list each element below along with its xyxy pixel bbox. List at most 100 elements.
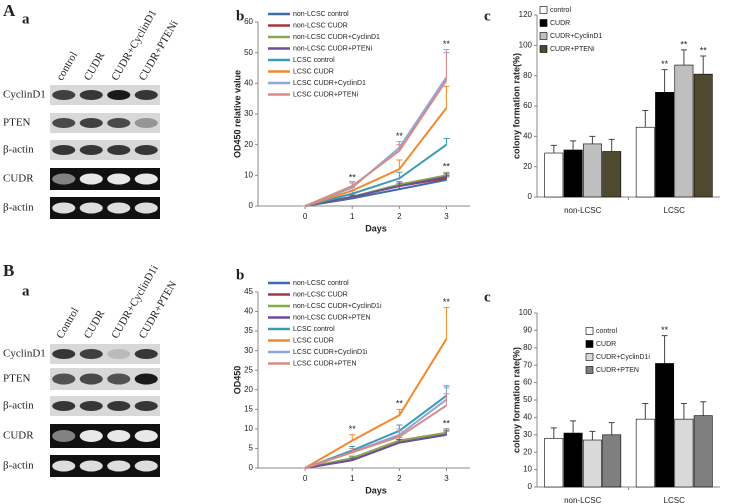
x-tick-label: LCSC xyxy=(664,206,686,215)
annotation: ** xyxy=(443,162,451,172)
y-tick-label: 60 xyxy=(523,101,532,110)
legend-label: non-LCSC CUDR xyxy=(293,291,348,298)
band xyxy=(52,349,76,359)
bar xyxy=(693,73,713,198)
y-tick-label: 20 xyxy=(244,385,253,394)
bar xyxy=(635,126,655,198)
bar xyxy=(563,432,583,488)
band xyxy=(107,118,131,128)
error-bar xyxy=(550,427,557,439)
x-tick-label: 3 xyxy=(444,474,449,483)
band xyxy=(52,373,76,385)
y-tick-label: 40 xyxy=(244,78,253,87)
band xyxy=(52,145,76,155)
legend-swatch xyxy=(585,366,594,374)
row-label: β-actin xyxy=(3,202,34,214)
bar xyxy=(582,439,602,488)
band xyxy=(79,202,103,214)
row-label: CyclinD1 xyxy=(3,89,46,101)
annotation: ** xyxy=(396,131,404,141)
x-axis-label: Days xyxy=(365,223,387,233)
bar xyxy=(544,152,564,198)
blot-strip xyxy=(50,168,160,190)
bar xyxy=(602,434,622,488)
legend-label: LCSC CUDR+PTEN xyxy=(293,360,357,367)
error-bar xyxy=(680,49,687,66)
x-tick-label: 2 xyxy=(397,212,402,221)
series-line xyxy=(304,175,447,207)
annotation: ** xyxy=(443,418,451,428)
error-bar xyxy=(349,447,356,453)
legend-label: CUDR+PTEN xyxy=(596,367,639,374)
band xyxy=(52,401,76,411)
band xyxy=(134,173,158,185)
panel-label: B xyxy=(3,261,14,280)
band xyxy=(52,90,76,100)
error-bar xyxy=(396,182,403,187)
error-bar xyxy=(550,144,557,154)
y-tick-label: 0 xyxy=(528,192,533,201)
band xyxy=(79,349,103,359)
y-tick-label: 50 xyxy=(523,395,532,404)
y-tick-label: 90 xyxy=(523,326,532,335)
y-tick-label: 25 xyxy=(244,365,253,374)
y-tick-label: 45 xyxy=(244,287,253,296)
error-bar xyxy=(396,430,403,437)
bar xyxy=(563,149,583,198)
y-tick-label: 30 xyxy=(523,430,532,439)
y-tick-label: 10 xyxy=(523,465,532,474)
error-bar xyxy=(443,173,450,177)
annotation: ** xyxy=(661,59,669,69)
panel-label: a xyxy=(22,283,30,299)
legend-label: LCSC control xyxy=(293,326,335,333)
band xyxy=(107,373,131,385)
error-bar xyxy=(396,438,403,443)
y-tick-label: 35 xyxy=(244,326,253,335)
error-bar xyxy=(661,69,668,93)
error-bar xyxy=(661,335,668,364)
y-tick-label: 20 xyxy=(244,140,253,149)
bar xyxy=(693,415,713,488)
y-tick-label: 100 xyxy=(519,308,533,317)
y-tick-label: 40 xyxy=(523,413,532,422)
blot-strip xyxy=(50,140,160,160)
y-tick-label: 30 xyxy=(244,109,253,118)
annotation: ** xyxy=(443,297,451,307)
panel-label: b xyxy=(236,8,244,24)
series-line xyxy=(304,433,447,469)
band xyxy=(134,460,158,472)
band xyxy=(107,430,131,442)
blot-strip xyxy=(50,344,160,364)
error-bar xyxy=(589,135,596,144)
annotation: ** xyxy=(349,172,357,182)
legend-swatch xyxy=(585,353,594,361)
series-line xyxy=(304,404,447,469)
error-bar xyxy=(700,401,707,416)
legend-swatch xyxy=(539,45,548,53)
band xyxy=(52,118,76,128)
error-bar xyxy=(443,430,450,435)
y-tick-label: 100 xyxy=(519,40,533,49)
y-tick-label: 60 xyxy=(244,17,253,26)
bar xyxy=(602,151,622,198)
band xyxy=(79,118,103,128)
legend-label: non-LCSC CUDR+CyclinD1i xyxy=(293,303,382,310)
y-tick-label: 5 xyxy=(249,444,254,453)
blot-strip xyxy=(50,396,160,416)
error-bar xyxy=(608,138,615,152)
row-label: β-actin xyxy=(3,460,34,472)
legend-label: non-LCSC CUDR+CyclinD1 xyxy=(293,34,380,41)
legend-label: CUDR+PTENi xyxy=(550,46,595,53)
row-label: CUDR xyxy=(3,430,34,442)
annotation: ** xyxy=(700,45,708,55)
bar xyxy=(544,437,564,488)
band xyxy=(52,202,76,214)
band xyxy=(134,145,158,155)
band xyxy=(79,173,103,185)
y-axis-label: colony formation rate(%) xyxy=(511,53,521,159)
lane-label: CUDR xyxy=(82,308,108,341)
y-tick-label: 80 xyxy=(523,71,532,80)
panel-label: A xyxy=(3,1,16,20)
error-bar xyxy=(443,393,450,406)
band xyxy=(134,118,158,128)
